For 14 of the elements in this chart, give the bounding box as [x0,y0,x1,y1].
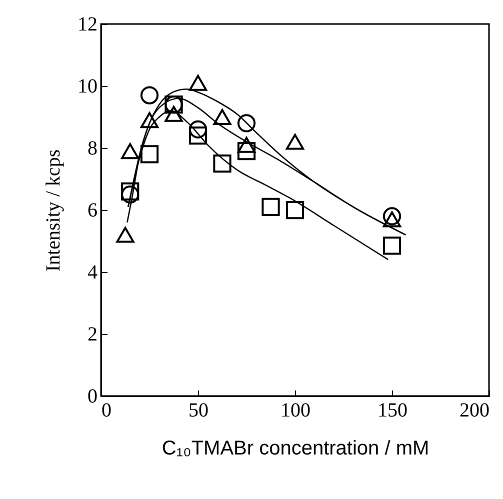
y-tick-label: 6 [88,200,98,222]
y-tick-label: 4 [88,262,98,284]
y-tick-label: 0 [88,386,98,408]
y-tick-label: 2 [88,324,98,346]
y-tick-label: 12 [78,14,98,36]
y-axis-title: Intensity / kcps [42,149,64,272]
x-tick-label: 50 [188,400,208,422]
x-axis-title: C₁₀TMABr concentration / mM [162,438,430,460]
x-tick-label: 0 [102,400,112,422]
x-tick-label: 150 [378,400,408,422]
y-tick-label: 8 [88,138,98,160]
x-tick-label: 200 [460,400,490,422]
y-tick-label: 10 [78,76,98,98]
x-tick-label: 100 [280,400,310,422]
